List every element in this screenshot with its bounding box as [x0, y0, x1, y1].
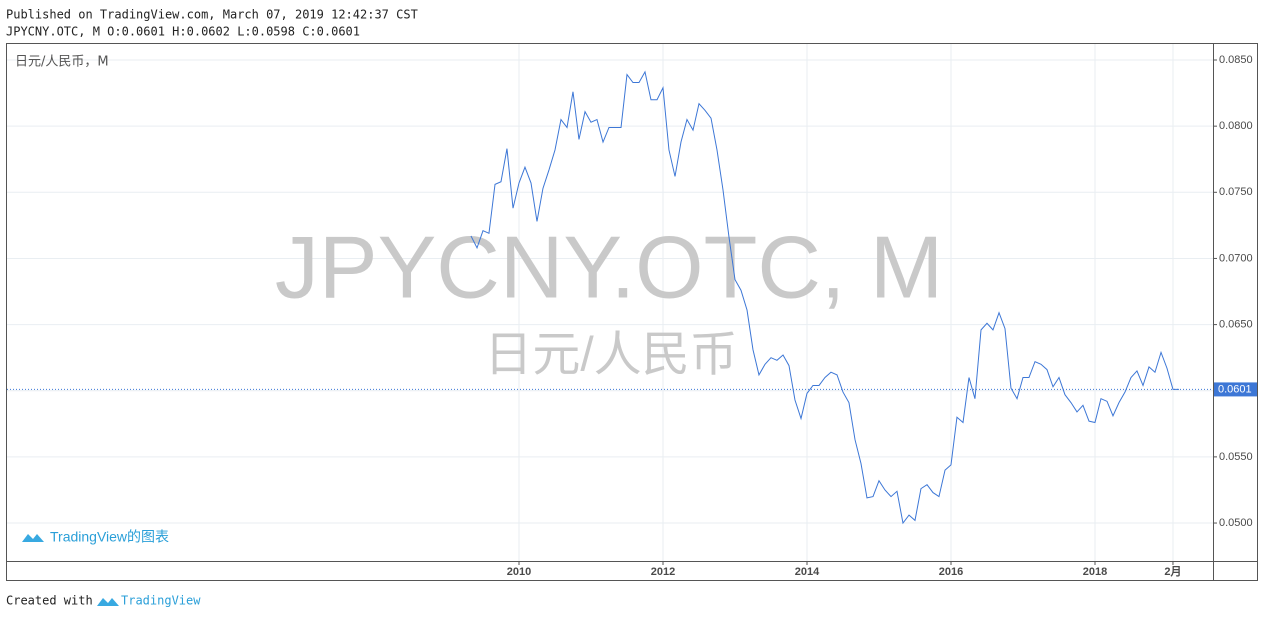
footer-created: Created with [6, 594, 93, 608]
last-price-box [1214, 382, 1257, 397]
logo-text: TradingView的图表 [50, 529, 169, 545]
footer-brand: TradingView [121, 594, 201, 608]
x-tick-label: 2016 [939, 566, 963, 578]
y-tick-label: 0.0800 [1219, 120, 1253, 132]
last-price-label: 0.0601 [1218, 383, 1252, 395]
plot: 0.0601 [7, 70, 1257, 525]
price-line [470, 70, 1180, 525]
watermark-subtitle: 日元/人民币 [484, 329, 737, 382]
grid: 0.05000.05500.06000.06500.07000.07500.08… [7, 44, 1253, 578]
x-tick-label: 2月 [1164, 565, 1181, 578]
logo-icon [22, 534, 44, 542]
x-tick-label: 2018 [1083, 566, 1107, 578]
y-tick-label: 0.0550 [1219, 451, 1253, 463]
chart-frame [6, 43, 1258, 581]
y-tick-label: 0.0650 [1219, 318, 1253, 330]
y-tick-label: 0.0850 [1219, 54, 1253, 66]
legend-text: 日元/人民币，M [15, 55, 109, 70]
watermark: JPYCNY.OTC, M [275, 217, 943, 316]
footer-logo-icon [97, 598, 119, 606]
y-tick-label: 0.0500 [1219, 517, 1253, 529]
x-tick-label: 2010 [507, 566, 531, 578]
x-tick-label: 2014 [795, 566, 820, 578]
y-tick-label: 0.0750 [1219, 186, 1253, 198]
x-tick-label: 2012 [651, 566, 675, 578]
quote-text: JPYCNY.OTC, M O:0.0601 H:0.0602 L:0.0598… [6, 25, 360, 39]
published-text: Published on TradingView.com, March 07, … [6, 8, 418, 22]
y-tick-label: 0.0700 [1219, 252, 1253, 264]
